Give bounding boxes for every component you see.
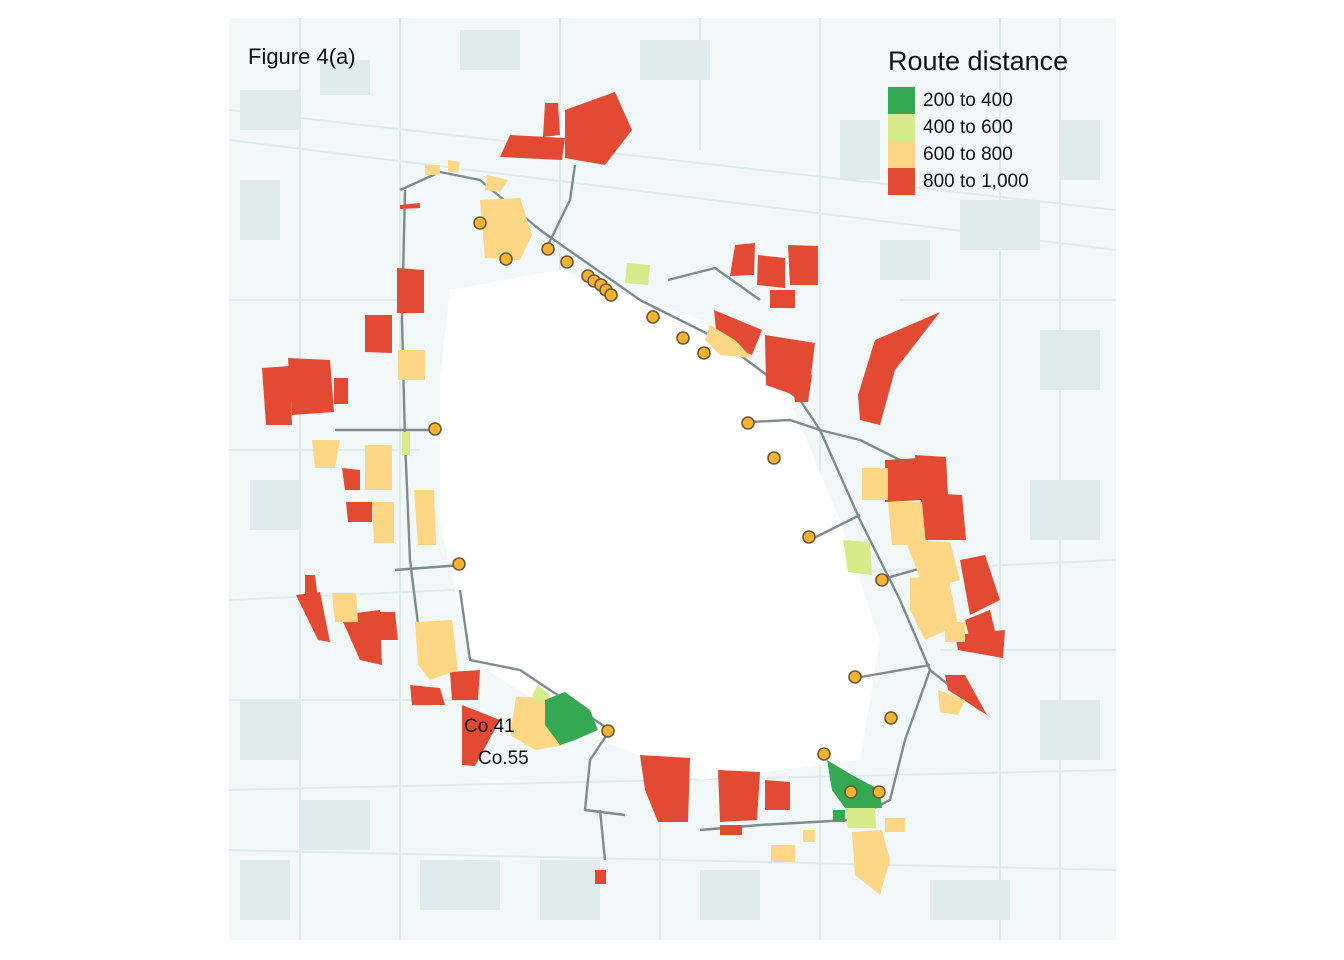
- legend-swatch: [888, 87, 915, 114]
- figure-label: Figure 4(a): [248, 44, 356, 69]
- legend-item: 600 to 800: [888, 141, 1068, 168]
- building-blocks: [240, 30, 1100, 920]
- service-polygons-mid: [312, 160, 965, 895]
- legend-item: 400 to 600: [888, 114, 1068, 141]
- legend-label: 200 to 400: [923, 89, 1013, 111]
- legend-item: 200 to 400: [888, 87, 1068, 114]
- legend-label: 400 to 600: [923, 116, 1013, 138]
- legend-label: 800 to 1,000: [923, 170, 1029, 192]
- service-polygons-far: [262, 92, 1005, 884]
- service-polygons-near: [402, 263, 876, 828]
- legend-label: 600 to 800: [923, 143, 1013, 165]
- legend-item: 800 to 1,000: [888, 168, 1068, 195]
- legend: Route distance 200 to 400 400 to 600 600…: [888, 46, 1068, 195]
- service-polygons-closest: [545, 692, 882, 822]
- bus-stops: [428, 216, 898, 799]
- company-label-a: Co.41: [464, 716, 515, 737]
- legend-swatch: [888, 168, 915, 195]
- central-open-area: [440, 270, 880, 780]
- legend-swatch: [888, 141, 915, 168]
- company-label-b: Co.55: [478, 748, 529, 769]
- legend-title: Route distance: [888, 46, 1069, 76]
- legend-swatch: [888, 114, 915, 141]
